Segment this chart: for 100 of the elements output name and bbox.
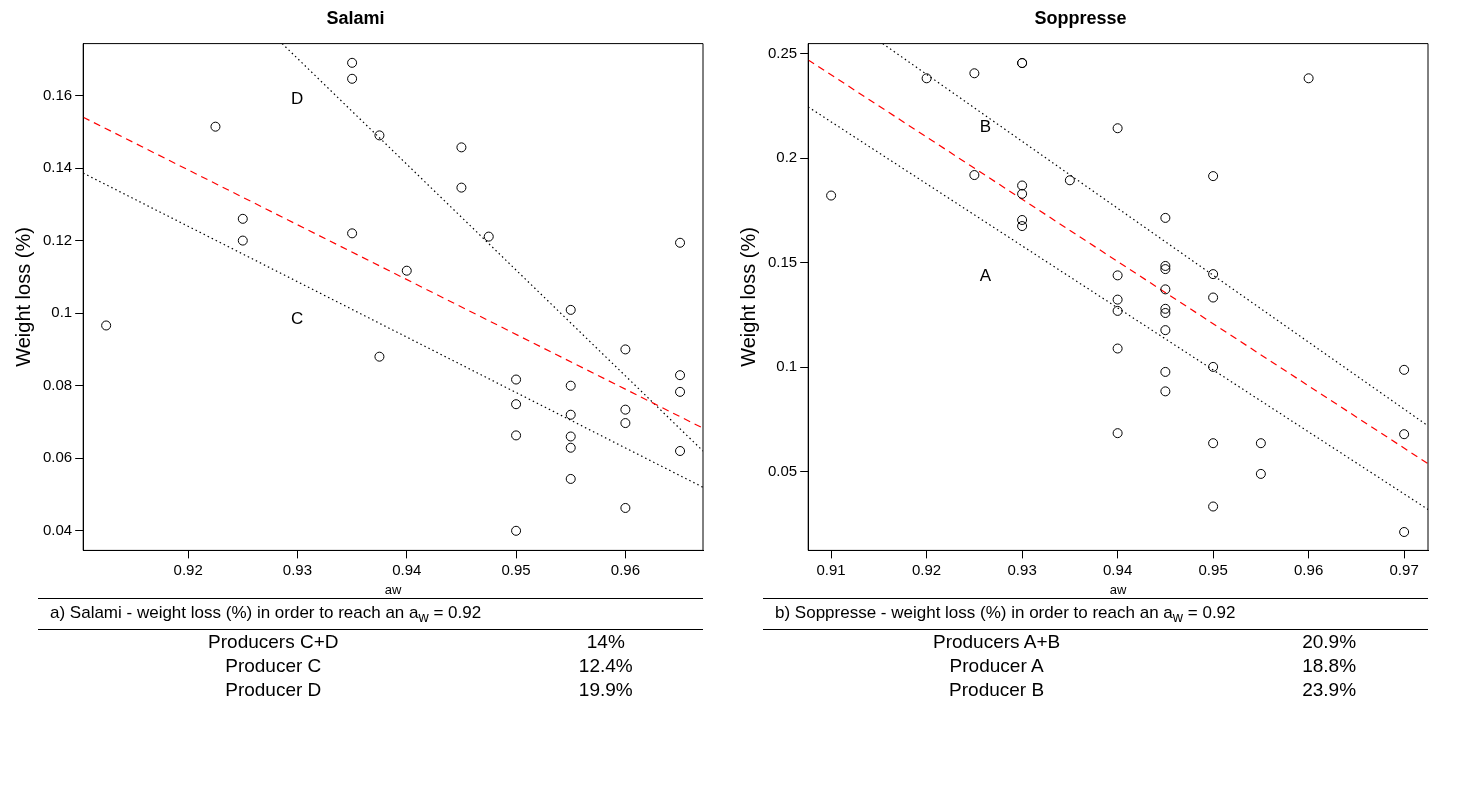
point — [1208, 361, 1219, 372]
point — [1112, 294, 1123, 305]
text: Producer C — [224, 654, 323, 679]
text: 12.4% — [577, 654, 634, 679]
point — [1208, 171, 1219, 182]
point — [620, 418, 631, 429]
annotation: D — [290, 89, 304, 109]
x-tick-label: 0.92 — [912, 560, 942, 578]
point — [620, 502, 631, 513]
x-tick-label: 0.94 — [392, 560, 422, 578]
annotation: C — [290, 309, 304, 329]
point — [347, 73, 358, 84]
y-tick-label: 0.25 — [767, 43, 798, 61]
point — [1112, 305, 1123, 316]
point — [969, 68, 980, 79]
point — [1064, 175, 1075, 186]
text: 23.9% — [1301, 678, 1358, 703]
text: 19.9% — [577, 678, 634, 703]
chart-title: Salami — [326, 7, 385, 28]
x-axis-title: aw — [384, 581, 403, 597]
point — [969, 170, 980, 181]
point — [565, 431, 576, 442]
point — [1112, 270, 1123, 281]
y-tick-label: 0.05 — [767, 461, 798, 479]
x-tick-label: 0.92 — [173, 560, 203, 578]
point — [511, 525, 522, 536]
point — [1160, 264, 1171, 275]
point — [1208, 269, 1219, 280]
point — [826, 190, 837, 201]
annotation: A — [979, 266, 992, 286]
point — [1208, 438, 1219, 449]
point — [1017, 188, 1028, 199]
text: b) Soppresse - weight loss (%) in order to reach an a$_{w}$ = 0.92 — [763, 598, 1428, 631]
point — [347, 57, 358, 68]
point — [1399, 364, 1410, 375]
point — [620, 404, 631, 415]
x-axis-title: aw — [1109, 581, 1128, 597]
point — [1017, 214, 1028, 225]
y-tick-label: 0.04 — [42, 520, 73, 538]
point — [675, 370, 686, 381]
y-tick-label: 0.08 — [42, 375, 73, 393]
point — [1017, 221, 1028, 232]
y-tick-label: 0.1 — [51, 303, 73, 321]
annotation: B — [979, 116, 992, 136]
point — [511, 430, 522, 441]
text: Producer D — [224, 678, 323, 703]
text: 20.9% — [1301, 630, 1358, 655]
x-tick-label: 0.91 — [816, 560, 846, 578]
point — [620, 344, 631, 355]
text: a) Salami - weight loss (%) in order to reach an a$_{w}$ = 0.92 — [38, 598, 703, 631]
point — [511, 399, 522, 410]
point — [675, 446, 686, 456]
y-tick-label: 0.14 — [42, 158, 73, 176]
point — [1112, 123, 1123, 134]
point — [1160, 212, 1171, 223]
point — [1399, 429, 1410, 440]
point — [374, 351, 385, 362]
point — [101, 320, 112, 331]
point — [1160, 260, 1171, 271]
point — [565, 304, 576, 315]
point — [565, 380, 576, 391]
point — [374, 130, 385, 141]
text: 18.8% — [1301, 654, 1358, 679]
x-tick-label: 0.94 — [1103, 560, 1133, 578]
text: Producer B — [948, 678, 1046, 703]
point — [456, 142, 467, 153]
point — [1160, 307, 1171, 318]
y-tick-label: 0.15 — [767, 252, 798, 270]
point — [1112, 428, 1123, 439]
y-tick-label: 0.06 — [42, 448, 73, 466]
point — [1160, 284, 1171, 295]
point — [1208, 292, 1219, 303]
point — [1160, 386, 1171, 397]
point — [456, 182, 467, 193]
point — [1017, 180, 1028, 191]
x-tick-label: 0.96 — [610, 560, 640, 578]
point — [1160, 303, 1171, 314]
x-tick-label: 0.93 — [1007, 560, 1037, 578]
point — [210, 121, 221, 132]
point — [1160, 366, 1171, 377]
point — [1255, 468, 1266, 479]
text: 14% — [585, 630, 626, 655]
point — [511, 374, 522, 385]
text: Producers C+D — [207, 630, 340, 655]
point — [237, 213, 248, 224]
y-axis-title: Weight loss (%) — [736, 227, 759, 367]
point — [1255, 438, 1266, 449]
x-tick-label: 0.96 — [1294, 560, 1324, 578]
x-tick-label: 0.93 — [282, 560, 313, 578]
point — [347, 228, 358, 239]
point — [401, 265, 412, 276]
point — [1399, 527, 1410, 538]
point — [921, 73, 932, 84]
chart-title: Soppresse — [1034, 7, 1127, 28]
y-axis-title: Weight loss (%) — [11, 227, 34, 367]
x-tick-label: 0.95 — [1198, 560, 1228, 578]
point — [675, 386, 686, 397]
point — [483, 231, 494, 242]
x-tick-label: 0.95 — [501, 560, 531, 578]
point — [565, 409, 576, 420]
